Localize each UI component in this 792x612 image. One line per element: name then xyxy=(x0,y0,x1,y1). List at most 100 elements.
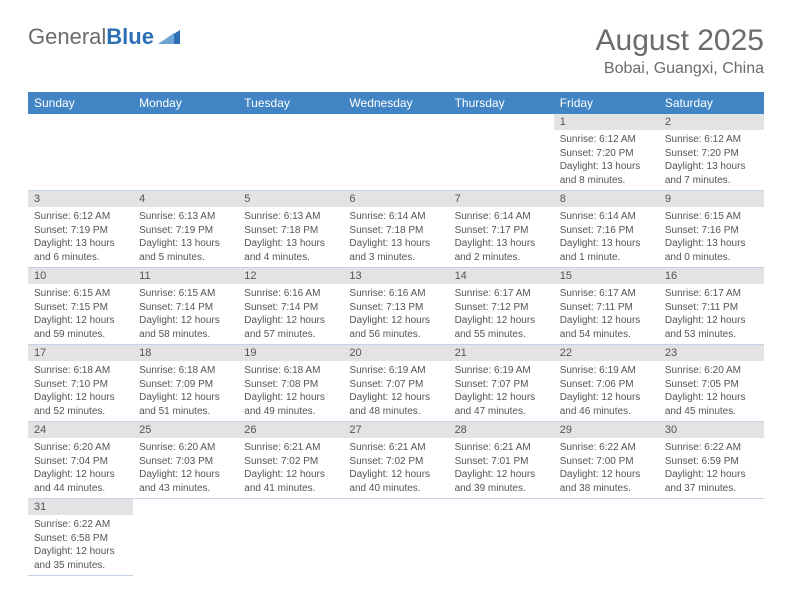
day-number: 4 xyxy=(133,191,238,207)
day-line: and 38 minutes. xyxy=(560,482,653,496)
day-line: and 40 minutes. xyxy=(349,482,442,496)
day-line: and 57 minutes. xyxy=(244,328,337,342)
calendar-day-cell: 17Sunrise: 6:18 AMSunset: 7:10 PMDayligh… xyxy=(28,345,133,422)
day-line: Daylight: 12 hours xyxy=(244,391,337,405)
day-line: Daylight: 12 hours xyxy=(139,468,232,482)
day-line: Sunrise: 6:13 AM xyxy=(244,210,337,224)
day-line: and 3 minutes. xyxy=(349,251,442,265)
day-header: Wednesday xyxy=(343,92,448,114)
day-line: Sunset: 7:02 PM xyxy=(244,455,337,469)
day-line: Daylight: 13 hours xyxy=(139,237,232,251)
day-line: and 55 minutes. xyxy=(455,328,548,342)
calendar-day-cell xyxy=(133,499,238,576)
calendar-week-row: 31Sunrise: 6:22 AMSunset: 6:58 PMDayligh… xyxy=(28,499,764,576)
day-content: Sunrise: 6:18 AMSunset: 7:10 PMDaylight:… xyxy=(28,361,133,421)
calendar-day-cell: 10Sunrise: 6:15 AMSunset: 7:15 PMDayligh… xyxy=(28,268,133,345)
day-line: Sunset: 7:14 PM xyxy=(244,301,337,315)
calendar-day-cell xyxy=(28,114,133,191)
day-line: Sunrise: 6:21 AM xyxy=(349,441,442,455)
day-content: Sunrise: 6:20 AMSunset: 7:05 PMDaylight:… xyxy=(659,361,764,421)
day-line: Sunset: 7:19 PM xyxy=(34,224,127,238)
day-line: Daylight: 12 hours xyxy=(455,391,548,405)
day-line: and 0 minutes. xyxy=(665,251,758,265)
day-line: Sunset: 7:07 PM xyxy=(349,378,442,392)
day-line: Sunrise: 6:20 AM xyxy=(34,441,127,455)
day-line: Sunset: 7:09 PM xyxy=(139,378,232,392)
calendar-week-row: 17Sunrise: 6:18 AMSunset: 7:10 PMDayligh… xyxy=(28,345,764,422)
day-line: Sunset: 7:11 PM xyxy=(665,301,758,315)
day-header: Thursday xyxy=(449,92,554,114)
day-line: Sunset: 7:06 PM xyxy=(560,378,653,392)
day-line: Sunrise: 6:15 AM xyxy=(665,210,758,224)
day-line: and 45 minutes. xyxy=(665,405,758,419)
day-content: Sunrise: 6:18 AMSunset: 7:09 PMDaylight:… xyxy=(133,361,238,421)
day-line: Sunset: 6:58 PM xyxy=(34,532,127,546)
day-number: 29 xyxy=(554,422,659,438)
day-line: Sunrise: 6:22 AM xyxy=(34,518,127,532)
day-line: Sunset: 7:18 PM xyxy=(349,224,442,238)
day-line: Sunset: 7:01 PM xyxy=(455,455,548,469)
day-content: Sunrise: 6:19 AMSunset: 7:06 PMDaylight:… xyxy=(554,361,659,421)
logo-triangle-icon xyxy=(158,30,180,44)
day-number: 16 xyxy=(659,268,764,284)
calendar-head: SundayMondayTuesdayWednesdayThursdayFrid… xyxy=(28,92,764,114)
day-line: Sunrise: 6:14 AM xyxy=(349,210,442,224)
day-header: Friday xyxy=(554,92,659,114)
day-line: Sunset: 7:00 PM xyxy=(560,455,653,469)
day-number: 31 xyxy=(28,499,133,515)
day-line: Sunrise: 6:20 AM xyxy=(665,364,758,378)
calendar-day-cell: 27Sunrise: 6:21 AMSunset: 7:02 PMDayligh… xyxy=(343,422,448,499)
day-line: Sunset: 7:08 PM xyxy=(244,378,337,392)
calendar-day-cell: 7Sunrise: 6:14 AMSunset: 7:17 PMDaylight… xyxy=(449,191,554,268)
day-line: and 6 minutes. xyxy=(34,251,127,265)
calendar-day-cell xyxy=(238,114,343,191)
calendar-day-cell xyxy=(238,499,343,576)
day-line: Sunrise: 6:16 AM xyxy=(349,287,442,301)
day-content: Sunrise: 6:22 AMSunset: 7:00 PMDaylight:… xyxy=(554,438,659,498)
day-line: and 58 minutes. xyxy=(139,328,232,342)
day-line: and 52 minutes. xyxy=(34,405,127,419)
day-header: Tuesday xyxy=(238,92,343,114)
day-number: 14 xyxy=(449,268,554,284)
day-line: Sunrise: 6:12 AM xyxy=(560,133,653,147)
day-line: and 7 minutes. xyxy=(665,174,758,188)
day-line: Sunrise: 6:12 AM xyxy=(665,133,758,147)
day-number: 7 xyxy=(449,191,554,207)
day-number: 5 xyxy=(238,191,343,207)
day-line: Sunrise: 6:15 AM xyxy=(139,287,232,301)
day-line: Daylight: 12 hours xyxy=(349,391,442,405)
day-number: 27 xyxy=(343,422,448,438)
day-line: and 46 minutes. xyxy=(560,405,653,419)
logo-text-1: General xyxy=(28,24,106,50)
day-line: Daylight: 12 hours xyxy=(139,391,232,405)
day-number: 28 xyxy=(449,422,554,438)
day-header: Monday xyxy=(133,92,238,114)
calendar-day-cell: 14Sunrise: 6:17 AMSunset: 7:12 PMDayligh… xyxy=(449,268,554,345)
day-content: Sunrise: 6:15 AMSunset: 7:16 PMDaylight:… xyxy=(659,207,764,267)
day-content: Sunrise: 6:21 AMSunset: 7:01 PMDaylight:… xyxy=(449,438,554,498)
day-line: Daylight: 12 hours xyxy=(139,314,232,328)
day-line: Sunrise: 6:20 AM xyxy=(139,441,232,455)
day-line: and 5 minutes. xyxy=(139,251,232,265)
day-content: Sunrise: 6:14 AMSunset: 7:16 PMDaylight:… xyxy=(554,207,659,267)
day-content: Sunrise: 6:13 AMSunset: 7:18 PMDaylight:… xyxy=(238,207,343,267)
day-line: and 49 minutes. xyxy=(244,405,337,419)
day-line: Sunrise: 6:14 AM xyxy=(455,210,548,224)
calendar-day-cell: 1Sunrise: 6:12 AMSunset: 7:20 PMDaylight… xyxy=(554,114,659,191)
day-line: and 48 minutes. xyxy=(349,405,442,419)
day-number: 17 xyxy=(28,345,133,361)
day-content: Sunrise: 6:15 AMSunset: 7:15 PMDaylight:… xyxy=(28,284,133,344)
day-content: Sunrise: 6:16 AMSunset: 7:14 PMDaylight:… xyxy=(238,284,343,344)
day-line: Sunset: 7:17 PM xyxy=(455,224,548,238)
day-line: Daylight: 13 hours xyxy=(34,237,127,251)
day-line: and 2 minutes. xyxy=(455,251,548,265)
day-number: 9 xyxy=(659,191,764,207)
day-number: 8 xyxy=(554,191,659,207)
calendar-body: 1Sunrise: 6:12 AMSunset: 7:20 PMDaylight… xyxy=(28,114,764,576)
day-line: Sunset: 7:02 PM xyxy=(349,455,442,469)
day-line: Sunrise: 6:21 AM xyxy=(455,441,548,455)
day-line: Sunrise: 6:22 AM xyxy=(560,441,653,455)
day-line: Sunrise: 6:18 AM xyxy=(34,364,127,378)
day-line: Sunrise: 6:19 AM xyxy=(349,364,442,378)
day-line: Daylight: 12 hours xyxy=(455,468,548,482)
